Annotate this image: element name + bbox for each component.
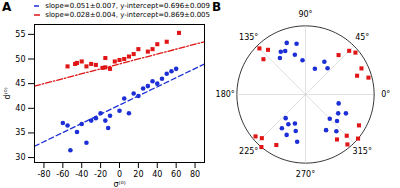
svg-text:-20: -20 bbox=[94, 170, 107, 179]
svg-text:d⁽⁰⁾: d⁽⁰⁾ bbox=[3, 87, 12, 99]
svg-text:180°: 180° bbox=[216, 90, 235, 99]
svg-text:50: 50 bbox=[15, 55, 25, 64]
html-text:A: A bbox=[2, 0, 12, 14]
svg-text:35: 35 bbox=[15, 128, 25, 137]
svg-text:0°: 0° bbox=[381, 90, 390, 99]
svg-text:270°: 270° bbox=[296, 170, 315, 179]
svg-text:60: 60 bbox=[171, 170, 181, 179]
svg-text:45°: 45° bbox=[355, 33, 369, 42]
svg-text:-60: -60 bbox=[56, 170, 69, 179]
svg-text:40: 40 bbox=[152, 170, 162, 179]
svg-text:45: 45 bbox=[15, 79, 25, 88]
svg-text:20: 20 bbox=[133, 170, 143, 179]
svg-text:30: 30 bbox=[15, 153, 25, 162]
html-text:slope=0.051±0.007, y-intercept: slope=0.051±0.007, y-intercept=0.696±0.0… bbox=[45, 1, 210, 10]
svg-text:80: 80 bbox=[190, 170, 200, 179]
svg-text:315°: 315° bbox=[353, 147, 372, 156]
html-text:B: B bbox=[212, 0, 222, 14]
svg-text:135°: 135° bbox=[239, 33, 258, 42]
html-text:slope=0.028±0.004, y-intercept: slope=0.028±0.004, y-intercept=0.869±0.0… bbox=[45, 10, 210, 19]
svg-text:225°: 225° bbox=[239, 147, 258, 156]
svg-text:0: 0 bbox=[117, 170, 122, 179]
svg-text:-80: -80 bbox=[37, 170, 50, 179]
svg-text:40: 40 bbox=[15, 104, 25, 113]
svg-text:90°: 90° bbox=[298, 10, 312, 19]
svg-text:σ⁽⁰⁾: σ⁽⁰⁾ bbox=[113, 180, 125, 188]
svg-text:55: 55 bbox=[15, 30, 25, 39]
svg-text:-40: -40 bbox=[75, 170, 88, 179]
